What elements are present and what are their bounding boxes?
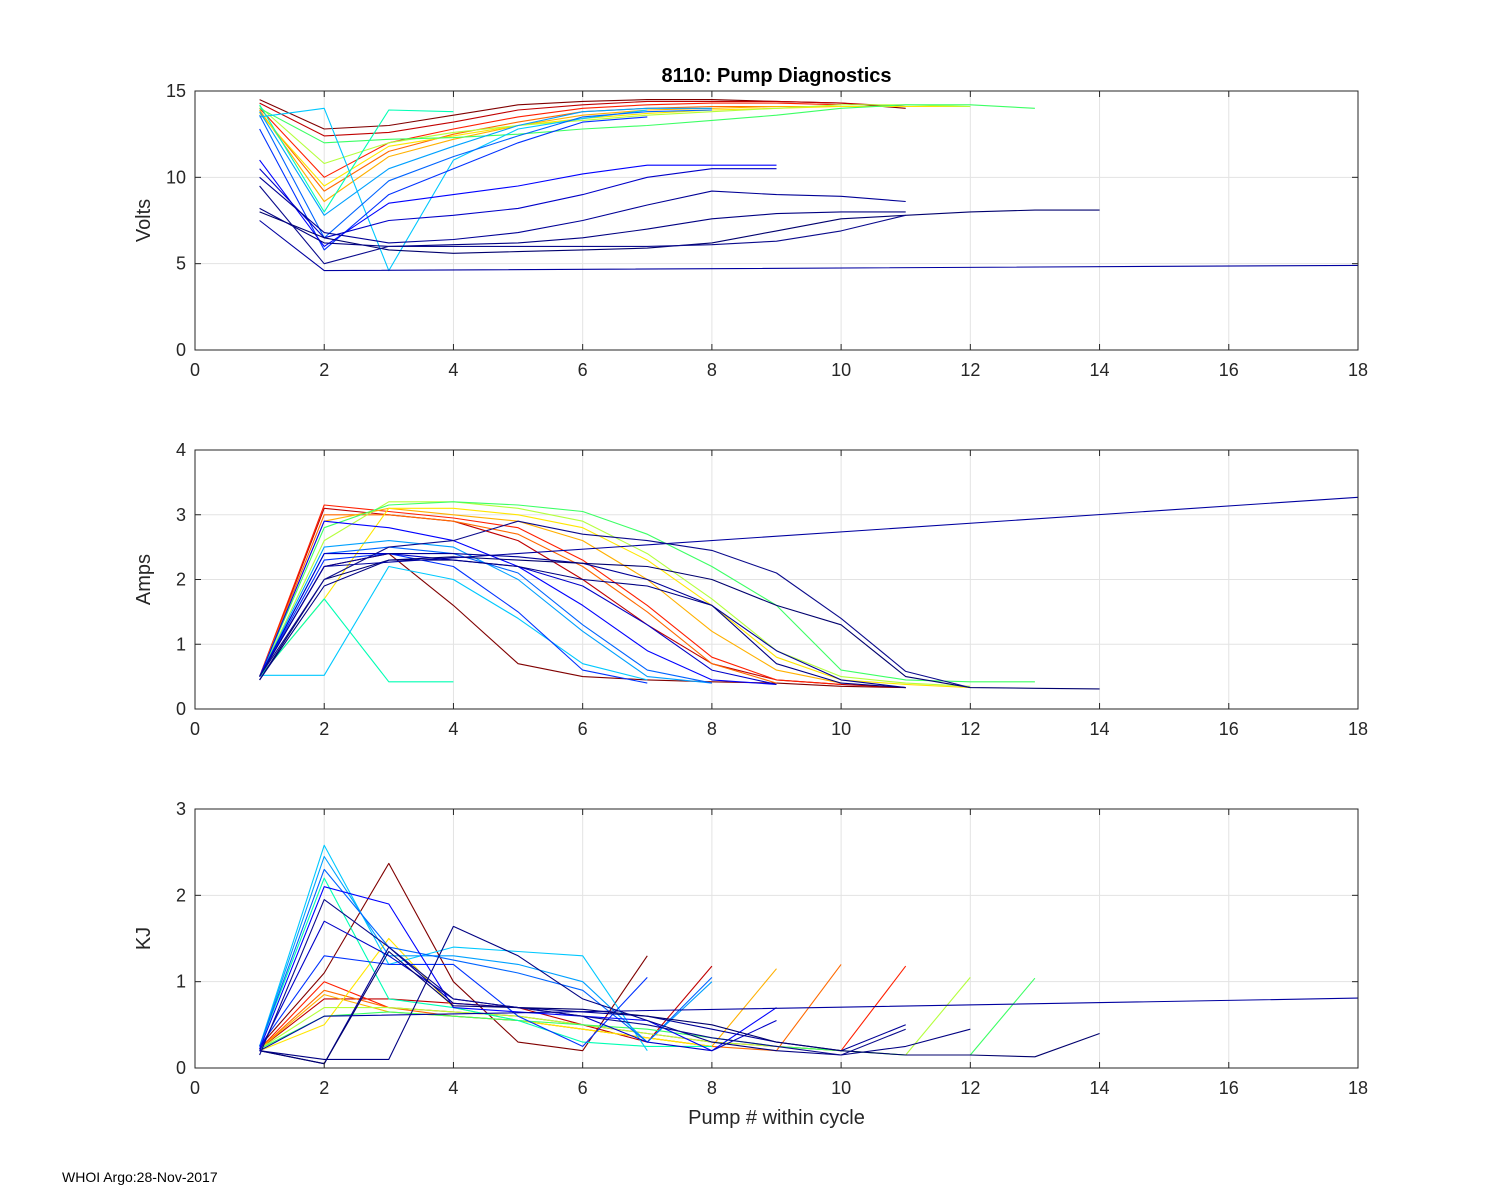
x-tick-label: 2 [319, 719, 329, 739]
axes-box [194, 808, 1359, 1069]
series-line-s19 [259, 997, 1358, 1052]
x-tick-label: 6 [578, 360, 588, 380]
series-line-s6 [259, 105, 971, 187]
series-group [259, 99, 1358, 272]
x-tick-label: 0 [190, 360, 200, 380]
series-line-s18 [259, 925, 971, 1060]
series-line-s15 [259, 168, 777, 239]
series-line-s10 [259, 107, 648, 272]
x-tick-label: 8 [707, 360, 717, 380]
series-line-s8 [259, 501, 1035, 683]
chart-title: 8110: Pump Diagnostics [661, 65, 891, 87]
y-tick-label: 4 [176, 440, 186, 460]
series-line-s18 [259, 207, 906, 247]
series-line-s19 [259, 496, 1358, 677]
footer-note: WHOI Argo:28-Nov-2017 [62, 1169, 218, 1185]
series-line-s9 [259, 104, 454, 213]
series-line-s8 [259, 104, 1035, 144]
series-line-s13 [259, 955, 648, 1047]
x-tick-label: 10 [831, 1078, 851, 1098]
y-tick-label: 0 [176, 340, 186, 360]
series-group [259, 844, 1358, 1065]
y-axis-label: Volts [133, 199, 155, 242]
y-tick-label: 5 [176, 254, 186, 274]
series-line-s12 [259, 868, 713, 1047]
x-tick-label: 0 [190, 719, 200, 739]
series-line-s5 [259, 105, 842, 203]
x-tick-label: 14 [1090, 360, 1110, 380]
series-line-s20 [259, 520, 971, 689]
y-tick-label: 1 [176, 972, 186, 992]
y-tick-label: 2 [176, 885, 186, 905]
y-tick-label: 0 [176, 1058, 186, 1078]
x-tick-label: 10 [831, 360, 851, 380]
subplot-1: 0 2 4 6 8 10 12 14 16 18 0 5 10 15 Volts 8110: Pump Dia… [133, 65, 1368, 380]
x-tick-label: 4 [448, 1078, 458, 1098]
x-tick-label: 12 [960, 719, 980, 739]
series-line-s20 [259, 185, 906, 265]
x-tick-label: 16 [1219, 1078, 1239, 1098]
series-line-s12 [259, 109, 712, 239]
series-line-s10 [259, 565, 648, 681]
series-line-s3 [259, 504, 842, 685]
y-tick-label: 0 [176, 699, 186, 719]
series-line-s13 [259, 116, 648, 251]
x-tick-label: 18 [1348, 1078, 1368, 1098]
y-tick-label: 3 [176, 799, 186, 819]
x-tick-label: 0 [190, 1078, 200, 1098]
axes-box [194, 90, 1359, 351]
y-axis-label: Amps [133, 554, 155, 605]
x-tick-label: 2 [319, 1078, 329, 1098]
series-line-s11 [259, 855, 713, 1047]
series-line-s18 [259, 559, 906, 689]
y-tick-label: 1 [176, 634, 186, 654]
series-line-s7 [259, 104, 971, 165]
x-tick-label: 2 [319, 360, 329, 380]
series-line-s17 [259, 950, 1100, 1065]
x-tick-label: 18 [1348, 360, 1368, 380]
y-tick-label: 10 [166, 167, 186, 187]
series-line-s1 [259, 862, 648, 1052]
x-tick-label: 8 [707, 719, 717, 739]
x-tick-label: 6 [578, 719, 588, 739]
x-axis-label: Pump # within cycle [688, 1107, 865, 1129]
x-tick-label: 4 [448, 360, 458, 380]
x-tick-label: 14 [1090, 1078, 1110, 1098]
series-line-s14 [259, 886, 777, 1052]
series-line-s13 [259, 553, 648, 684]
series-line-s9 [259, 877, 712, 1047]
x-tick-label: 12 [960, 360, 980, 380]
x-tick-label: 6 [578, 1078, 588, 1098]
y-axis-label: KJ [133, 927, 155, 950]
x-tick-label: 8 [707, 1078, 717, 1098]
series-group [259, 496, 1358, 690]
x-tick-label: 16 [1219, 360, 1239, 380]
x-tick-label: 14 [1090, 719, 1110, 739]
series-line-s5 [259, 507, 842, 684]
x-tick-label: 4 [448, 719, 458, 739]
x-tick-label: 18 [1348, 719, 1368, 739]
series-line-s10 [259, 844, 648, 1052]
y-tick-label: 15 [166, 81, 186, 101]
x-tick-label: 10 [831, 719, 851, 739]
y-tick-label: 3 [176, 505, 186, 525]
x-tick-label: 16 [1219, 719, 1239, 739]
y-tick-label: 2 [176, 570, 186, 590]
x-tick-label: 12 [960, 1078, 980, 1098]
series-line-s11 [259, 107, 712, 216]
series-line-s9 [259, 598, 454, 683]
axes-background [195, 809, 1358, 1068]
series-line-s4 [259, 514, 777, 684]
series-line-s19 [259, 220, 1358, 272]
series-line-s16 [259, 176, 906, 244]
series-line-s2 [259, 100, 906, 137]
series-line-s20 [259, 899, 906, 1056]
